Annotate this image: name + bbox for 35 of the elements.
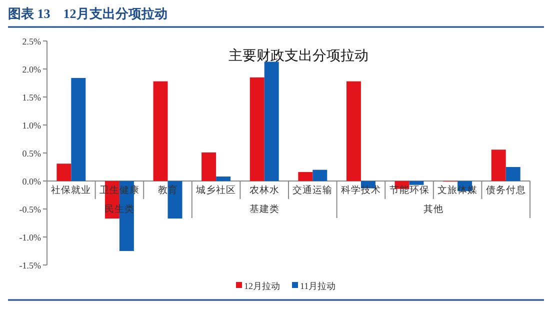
y-tick-label: -1.5% [19,260,42,270]
bar [250,77,264,181]
y-tick-label: 0.5% [22,148,42,158]
bar [506,167,520,181]
subtitle: 主要财政支出分项拉动 [228,49,368,64]
x-tick-label: 科学技术 [340,184,381,196]
bar [298,172,313,181]
x-tick-label: 农林水 [249,184,280,196]
bar [56,164,72,181]
x-tick-label: 交通运输 [292,184,333,196]
y-tick-label: -1.0% [19,232,42,242]
x-tick-label: 社保就业 [51,184,92,196]
y-tick-label: -0.5% [19,204,42,214]
y-tick-label: 2.5% [22,36,42,46]
bar [153,81,168,181]
y-tick-label: 1.5% [22,92,42,102]
bar [409,181,424,185]
x-tick-label: 城乡社区 [195,184,236,196]
bar [312,170,328,181]
y-tick-label: 0.0% [22,176,42,186]
legend-label: 11月拉动 [300,281,336,291]
bar [216,176,231,181]
bar [264,62,279,181]
bar [491,150,506,181]
title: 图表 13 12月支出分项拉动 [8,6,168,21]
y-tick-label: 1.0% [22,120,42,130]
bar [202,152,216,181]
annotation: 基建类 [249,203,280,215]
legend-label: 12月拉动 [244,281,280,291]
bar [71,78,86,181]
x-tick-label: 债务付息 [486,184,526,196]
x-tick-label: 节能环保 [389,184,430,196]
y-tick-label: 2.0% [22,64,42,74]
annotation: 其他 [423,203,444,215]
bar [346,81,361,181]
